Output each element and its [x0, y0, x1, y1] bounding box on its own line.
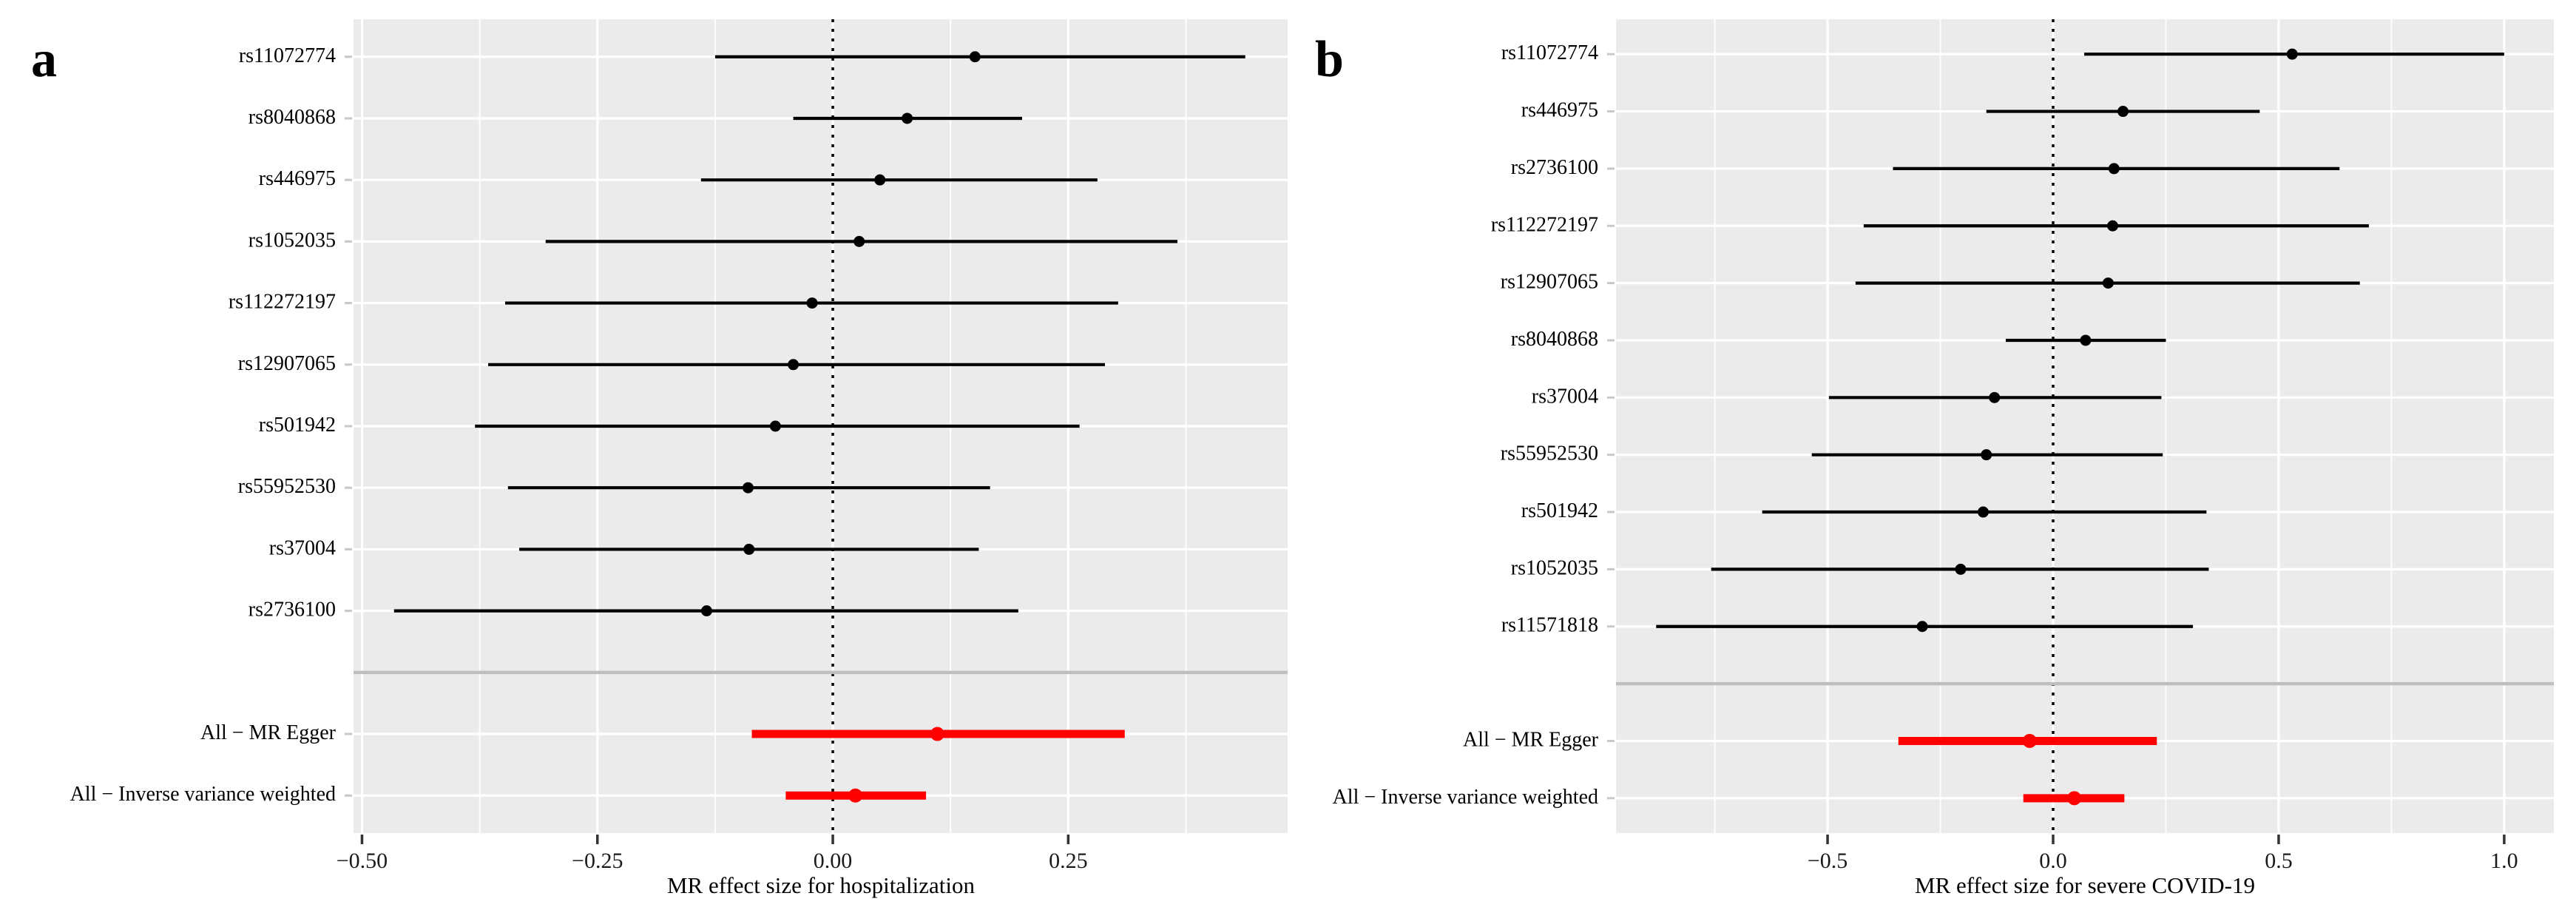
panel-b-plot-area: rs11072774 rs446975 rs2736100 rs112272197 rs…	[1333, 19, 2554, 873]
x-axis-tick-label: 0.5	[2265, 849, 2293, 873]
x-axis-tick-label: 1.0	[2490, 849, 2518, 873]
y-axis-label: rs12907065	[1501, 271, 1598, 294]
x-axis-tick-label: −0.5	[1808, 849, 1848, 873]
panel-a-x-axis-title: MR effect size for hospitalization	[667, 872, 976, 898]
point-estimate-marker	[930, 727, 944, 741]
point-estimate-marker	[2022, 733, 2037, 748]
point-estimate-marker	[743, 543, 755, 555]
point-estimate-marker	[1989, 391, 2001, 403]
y-axis-label: rs11072774	[1501, 41, 1598, 64]
point-estimate-marker	[2117, 106, 2129, 118]
point-estimate-marker	[2107, 220, 2119, 232]
point-estimate-marker	[2080, 334, 2092, 346]
y-axis-label: rs501942	[259, 414, 336, 437]
point-estimate-marker	[902, 112, 913, 124]
y-axis-label: rs55952530	[238, 475, 336, 498]
y-axis-label: rs12907065	[238, 352, 336, 375]
point-estimate-marker	[788, 359, 799, 371]
point-estimate-marker	[2102, 277, 2114, 289]
y-axis-label: rs501942	[1521, 499, 1598, 522]
y-axis-label: rs112272197	[229, 291, 336, 314]
x-axis-tick-label: −0.25	[572, 849, 623, 873]
panel-a-plot-area: rs11072774 rs8040868 rs446975 rs1052035 rs11…	[70, 19, 1288, 873]
point-estimate-marker	[742, 482, 754, 493]
point-estimate-marker	[874, 174, 886, 186]
y-axis-label: rs2736100	[1511, 156, 1598, 179]
y-axis-label: rs446975	[259, 167, 336, 190]
point-estimate-marker	[806, 297, 818, 309]
point-estimate-marker	[848, 788, 863, 803]
panel-a: a rs11072774rs8040868rs446975rs1052035rs…	[31, 19, 1288, 898]
y-axis-label: rs11072774	[239, 44, 336, 67]
y-axis-label: rs1052035	[249, 229, 336, 252]
point-estimate-marker	[1981, 449, 1992, 461]
point-estimate-marker	[853, 235, 865, 247]
y-axis-label: All − MR Egger	[200, 721, 337, 744]
y-axis-label: All − Inverse variance weighted	[1333, 786, 1598, 809]
y-axis-label: rs8040868	[1511, 328, 1598, 351]
y-axis-label: rs37004	[269, 536, 336, 559]
point-estimate-marker	[2286, 48, 2298, 60]
point-estimate-marker	[700, 605, 712, 617]
y-axis-label: rs112272197	[1491, 213, 1598, 236]
y-axis-label: rs8040868	[249, 106, 336, 129]
panel-b-letter: b	[1315, 31, 1344, 88]
x-axis-tick-label: 0.0	[2039, 849, 2067, 873]
y-axis-label: rs2736100	[249, 599, 336, 621]
x-axis-tick-label: 0.25	[1049, 849, 1088, 873]
point-estimate-marker	[969, 51, 981, 63]
y-axis-label: rs446975	[1521, 99, 1598, 122]
point-estimate-marker	[1916, 621, 1928, 633]
y-axis-label: rs1052035	[1511, 556, 1598, 579]
point-estimate-marker	[2108, 163, 2120, 175]
point-estimate-marker	[769, 420, 781, 432]
plot-panel-background	[1616, 19, 2554, 833]
x-axis-tick-label: 0.00	[814, 849, 853, 873]
y-axis-label: All − Inverse variance weighted	[70, 783, 336, 806]
point-estimate-marker	[2067, 791, 2082, 806]
panel-b-x-axis-title: MR effect size for severe COVID-19	[1915, 872, 2255, 898]
y-axis-label: All − MR Egger	[1463, 728, 1599, 751]
panel-b: b rs11072774 rs446975 rs2736100 rs112272197…	[1315, 19, 2554, 898]
panel-a-letter: a	[31, 31, 57, 88]
y-axis-label: rs55952530	[1501, 442, 1598, 465]
y-axis-label: rs11571818	[1501, 614, 1598, 637]
point-estimate-marker	[1955, 563, 1967, 575]
y-axis-label: rs37004	[1532, 385, 1598, 408]
point-estimate-marker	[1977, 506, 1989, 518]
x-axis-tick-label: −0.50	[337, 849, 388, 873]
